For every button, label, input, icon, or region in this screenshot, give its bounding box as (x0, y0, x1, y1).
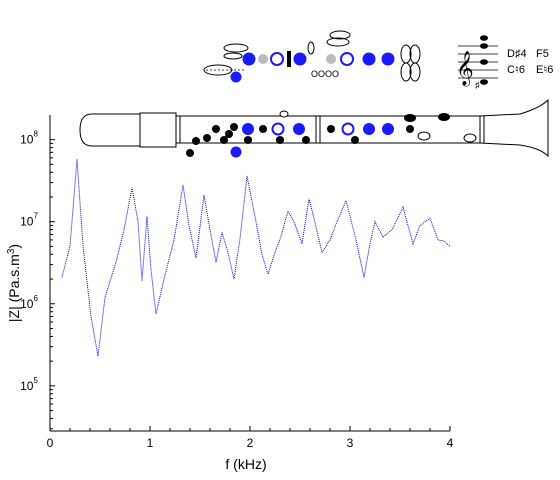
x-tick-label: 4 (447, 436, 454, 450)
impedance-curve (61, 158, 451, 357)
x-tick-label: 3 (347, 436, 354, 450)
x-tick-label: 0 (47, 436, 54, 450)
y-tick-label: 108 (20, 130, 38, 147)
fingering-diagram: OOOO (203, 30, 421, 83)
axes: 0 1 2 3 4 105 106 107 108 (20, 115, 454, 450)
y-tick-label: 106 (20, 294, 38, 311)
svg-text:OOOO: OOOO (311, 69, 339, 79)
y-axis-label: |Z| (Pa.s.m3) (6, 244, 22, 322)
fingering-labels: D♯4 F5 C♮6 E♮6 (507, 48, 553, 76)
y-tick-label: 105 (20, 376, 38, 393)
x-axis-label: f (kHz) (225, 456, 266, 472)
x-tick-label: 1 (147, 436, 154, 450)
note-label-1: D♯4 (507, 48, 527, 60)
music-staff: 𝄞 ♯ (456, 35, 498, 90)
note-label-4: E♮6 (536, 64, 553, 76)
treble-clef-icon: 𝄞 (456, 51, 474, 87)
x-tick-label: 2 (247, 436, 254, 450)
note-label-2: F5 (536, 48, 549, 60)
note-label-3: C♮6 (507, 64, 525, 76)
x-ticks: 0 1 2 3 4 (47, 426, 454, 450)
y-tick-label: 107 (20, 212, 38, 229)
instrument-drawing (79, 98, 549, 158)
svg-text:♯: ♯ (475, 80, 480, 90)
